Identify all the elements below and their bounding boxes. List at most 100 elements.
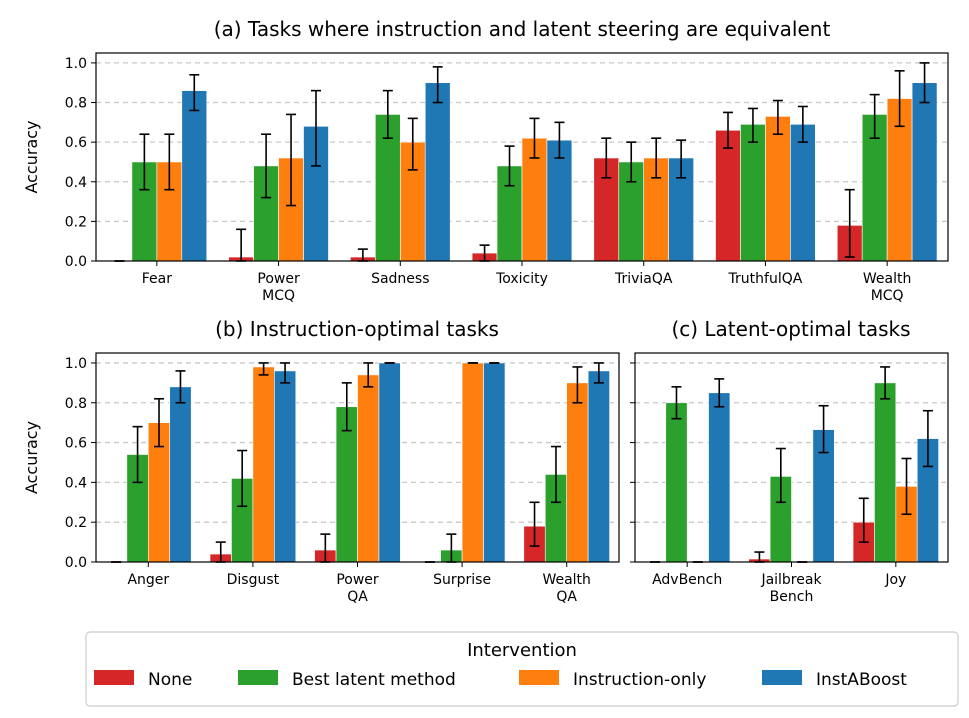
x-tick-label-line: TruthfulQA (728, 271, 803, 287)
legend-entry-instruction-only: Instruction-only (519, 670, 706, 690)
error-bar-anger-instruction-only (154, 397, 165, 448)
error-bar-triviaqa-instruction-only (651, 137, 662, 179)
y-tick-label: 1.0 (65, 356, 87, 372)
bar-surprise-instaboost (483, 362, 506, 563)
bar-truthfulqa-instaboost (790, 124, 816, 262)
bar-advbench-best-latent-method (665, 402, 688, 563)
x-tick-label-toxicity: Toxicity (495, 271, 548, 287)
x-tick-label-power-mcq: Power MCQ (257, 271, 300, 304)
error-bar-truthfulqa-none (723, 111, 734, 149)
x-tick-label-line: Toxicity (495, 271, 548, 287)
error-bar-power-mcq-none (236, 228, 247, 262)
x-tick-label-line: QA (556, 589, 577, 605)
error-bar-power-mcq-best-latent-method (261, 133, 272, 199)
legend-swatch (238, 670, 278, 685)
y-tick-label: 0.0 (65, 555, 87, 571)
bar-fear-instaboost (181, 90, 208, 262)
error-bar-advbench-best-latent-method (671, 386, 682, 420)
x-tick-label-line: Fear (142, 271, 172, 287)
error-bar-wealth-mcq-instruction-only (894, 70, 905, 128)
legend-title: Intervention (467, 640, 577, 661)
bar-truthfulqa-best-latent-method (740, 124, 766, 262)
legend-entry-instaboost: InstABoost (762, 670, 907, 690)
error-bar-sadness-best-latent-method (382, 89, 393, 139)
x-tick-label-line: Wealth (542, 572, 590, 588)
y-tick-label: 0.0 (65, 254, 87, 270)
y-tick-label: 0.6 (65, 135, 87, 151)
error-bar-anger-instaboost (175, 370, 186, 404)
x-tick-label-line: Surprise (433, 572, 491, 588)
x-tick-label-jailbreak-bench: Jailbreak Bench (760, 572, 822, 605)
x-tick-label-line: Anger (127, 572, 169, 588)
x-tick-label-wealth-mcq: Wealth MCQ (863, 271, 911, 304)
error-bar-toxicity-best-latent-method (504, 145, 515, 187)
x-tick-label-line: Bench (770, 589, 814, 605)
error-bar-wealth-mcq-none (844, 188, 855, 258)
x-tick-label-line: Jailbreak (760, 572, 822, 588)
error-bar-triviaqa-none (601, 137, 612, 179)
error-bar-triviaqa-best-latent-method (626, 141, 637, 183)
x-tick-label-wealth-qa: Wealth QA (542, 572, 590, 605)
error-bar-wealth-qa-best-latent-method (550, 445, 561, 504)
bar-wealth-mcq-instaboost (911, 82, 938, 262)
bar-anger-instaboost (169, 386, 192, 563)
y-axis-label: Accuracy (22, 421, 41, 494)
error-bar-power-mcq-instruction-only (286, 113, 297, 207)
x-tick-label-surprise: Surprise (433, 572, 491, 588)
error-bar-fear-instruction-only (164, 133, 175, 191)
panel-c: (c) Latent-optimal tasks AdvBench Jailbrea… (630, 317, 949, 605)
panel-b: (b) Instruction-optimal tasks Anger Disgus… (22, 317, 620, 605)
y-tick-label: 0.8 (65, 396, 87, 412)
x-tick-label-line: QA (347, 589, 368, 605)
x-tick-label-line: MCQ (871, 288, 904, 304)
legend-entry-best-latent-method: Best latent method (238, 670, 456, 690)
bar-wealth-qa-instaboost (587, 370, 610, 563)
x-tick-label-anger: Anger (127, 572, 169, 588)
y-tick-label: 1.0 (65, 56, 87, 72)
error-bar-truthfulqa-instruction-only (772, 99, 783, 136)
x-tick-label-line: Disgust (227, 572, 280, 588)
error-bar-joy-none (858, 497, 869, 543)
bar-toxicity-instaboost (546, 139, 573, 262)
error-bar-joy-instaboost (922, 409, 933, 468)
bar-joy-best-latent-method (874, 382, 897, 563)
error-bar-disgust-instaboost (280, 362, 291, 384)
bar-advbench-instaboost (708, 392, 731, 563)
error-bar-triviaqa-instaboost (676, 139, 687, 179)
bar-surprise-instruction-only (461, 362, 484, 563)
error-bar-jailbreak-bench-instaboost (818, 404, 829, 454)
legend-frame (85, 631, 959, 707)
error-bar-fear-instaboost (189, 73, 200, 112)
error-bar-sadness-instruction-only (407, 117, 418, 171)
error-bar-wealth-qa-instaboost (593, 362, 604, 384)
error-bar-truthfulqa-best-latent-method (747, 107, 758, 143)
x-tick-label-advbench: AdvBench (652, 572, 722, 588)
error-bar-disgust-instruction-only (258, 362, 269, 376)
legend-swatch (519, 670, 559, 685)
x-tick-label-joy: Joy (884, 572, 906, 588)
bar-disgust-instruction-only (252, 366, 275, 563)
bar-power-qa-instruction-only (357, 374, 380, 563)
x-tick-label-power-qa: Power QA (336, 572, 379, 605)
legend-label: InstABoost (816, 670, 907, 690)
x-tick-label-line: Joy (884, 572, 906, 588)
y-tick-label: 0.2 (65, 214, 87, 230)
x-tick-label-truthfulqa: TruthfulQA (728, 271, 803, 287)
bar-power-qa-instaboost (378, 362, 401, 563)
axes-frame (95, 352, 620, 563)
y-tick-label: 0.4 (65, 475, 87, 491)
x-tick-label-triviaqa: TriviaQA (614, 271, 673, 287)
panel-title: (b) Instruction-optimal tasks (215, 317, 499, 341)
axes-frame (95, 52, 949, 262)
error-bar-fear-best-latent-method (139, 133, 150, 191)
error-bar-wealth-qa-none (529, 501, 540, 547)
bar-disgust-instaboost (274, 370, 297, 563)
error-bar-joy-instruction-only (901, 457, 912, 516)
error-bar-advbench-instaboost (714, 378, 725, 408)
x-tick-label-fear: Fear (142, 271, 172, 287)
bar-truthfulqa-none (715, 129, 741, 262)
error-bar-jailbreak-bench-best-latent-method (775, 447, 786, 504)
error-bar-truthfulqa-instaboost (797, 105, 808, 143)
x-tick-label-disgust: Disgust (227, 572, 280, 588)
